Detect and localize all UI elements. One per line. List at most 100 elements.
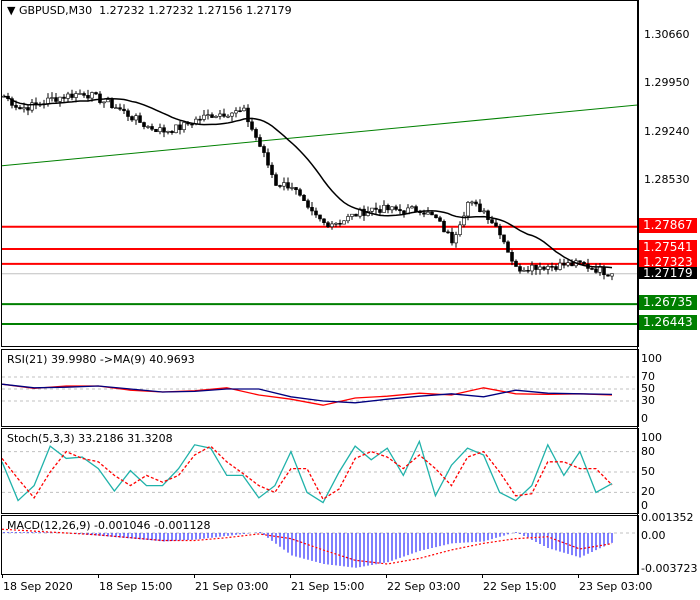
macd-panel[interactable]: MACD(12,26,9) -0.001046 -0.001128 [1,515,639,575]
candle [90,92,94,99]
candle [522,269,526,272]
candle [330,223,334,228]
candle [342,220,346,225]
price-tick: 1.30660 [644,28,690,41]
time-label: 22 Sep 15:00 [483,580,557,593]
level-label: 1.27867 [639,217,697,233]
candle [546,266,550,270]
candle [142,122,146,127]
candle [430,211,434,216]
rsi-tick: 30 [641,394,655,407]
rsi-tick: 50 [641,382,655,395]
candle [442,221,446,233]
candle [294,187,298,191]
candle [230,112,234,117]
candle [274,174,278,186]
candle [370,207,374,212]
candle [390,206,394,211]
candle [198,118,202,121]
candle [282,182,286,187]
time-tick [98,574,99,578]
stoch-panel[interactable]: Stoch(5,3,3) 33.2186 31.3208 [1,428,639,514]
candle [538,266,542,270]
moving-average-line [3,95,613,269]
candle [14,105,18,108]
trendline [2,104,638,167]
candle [494,222,498,227]
candle [566,262,570,266]
candle [126,110,130,117]
candle [182,122,186,130]
candle [150,126,154,130]
level-label: 1.27541 [639,240,697,256]
candle [326,222,330,228]
candle [154,128,158,133]
candle [278,185,282,187]
candle [10,98,14,106]
candle [534,264,538,270]
candle [102,101,106,104]
candle [222,113,226,117]
candle [134,115,138,121]
level-label: 1.26443 [639,315,697,331]
candle [50,97,54,99]
rsi-panel[interactable]: RSI(21) 39.9980 ->MA(9) 40.9693 [1,349,639,427]
candle [386,204,390,211]
candle [338,222,342,225]
time-tick [386,574,387,578]
dropdown-triangle-icon[interactable]: ▼ [7,4,16,17]
candle [238,110,242,112]
price-tick: 1.28530 [644,173,690,187]
candle [66,93,70,99]
candle [98,93,102,103]
price-plot [2,89,638,326]
price-axis-line [637,0,638,575]
macd-title: MACD(12,26,9) -0.001046 -0.001128 [7,519,211,532]
candle [438,217,442,222]
price-panel[interactable]: ▼ GBPUSD,M30 1.27232 1.27232 1.27156 1.2… [1,0,639,347]
candle [318,214,322,220]
series-line-ma9 [2,383,613,404]
candle [446,231,450,234]
symbol-header: ▼ GBPUSD,M30 1.27232 1.27232 1.27156 1.2… [7,4,292,17]
candle [374,207,378,210]
candle [346,216,350,222]
candle [382,204,386,213]
candle [590,268,594,270]
candle [214,115,218,118]
candle [458,224,462,235]
candle [70,93,74,98]
candle [426,211,430,215]
candle [270,164,274,175]
candle [146,126,150,128]
candle [478,203,482,213]
stoch-tick: 50 [641,465,655,478]
candle [110,99,114,109]
ohlc-values: 1.27232 1.27232 1.27156 1.27179 [99,4,292,17]
candle [314,210,318,216]
macd-tick: 0.001352 [641,511,694,525]
candle [434,214,438,219]
candle [530,264,534,272]
candle [250,121,254,130]
candle [470,201,474,204]
candle [562,262,566,266]
stoch-tick: 0 [641,499,648,512]
candle [466,202,470,217]
candle [58,96,62,102]
symbol-label: GBPUSD,M30 [18,4,93,17]
candle [258,137,262,147]
time-tick [482,574,483,578]
candle [170,131,174,133]
series-line-main [2,439,613,504]
candle [114,107,118,109]
candle [226,115,230,118]
rsi-plot [2,376,638,406]
candle [302,194,306,201]
candle [118,107,122,110]
candle [334,222,338,225]
candle [454,234,458,244]
macd-signal-line [2,528,613,565]
rsi-tick: 0 [641,412,648,425]
